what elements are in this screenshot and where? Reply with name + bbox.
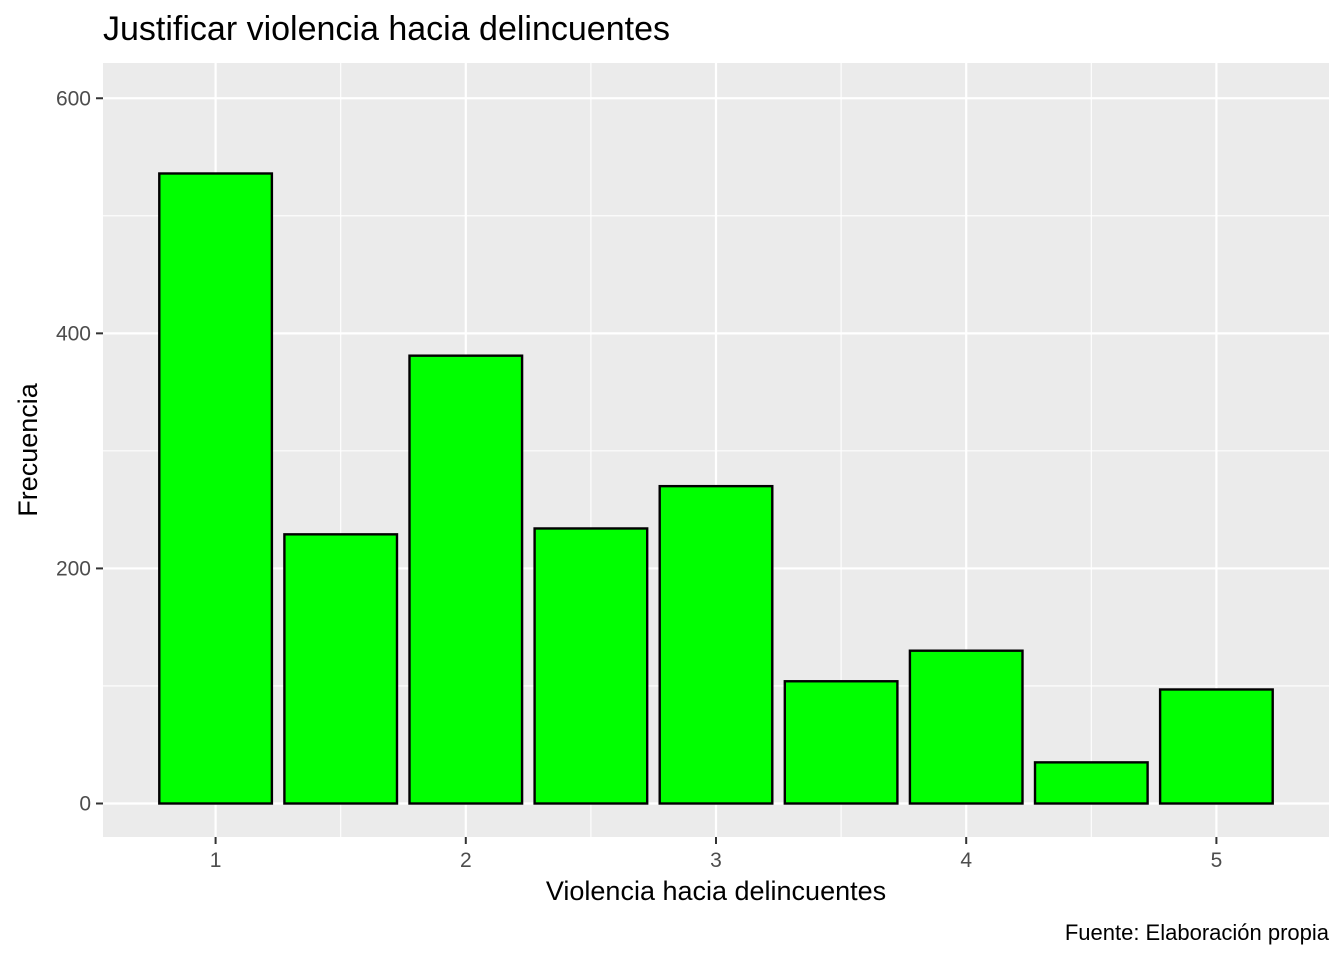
bar-5 <box>1158 688 1274 805</box>
bar-1-5 <box>283 533 399 805</box>
bar-2 <box>408 354 524 805</box>
bar-3-5 <box>783 680 899 805</box>
y-tick-label: 0 <box>79 793 91 816</box>
x-tick-label: 4 <box>960 849 972 872</box>
bar-2-5 <box>533 527 649 805</box>
bar-1 <box>158 172 274 805</box>
x-axis-title: Violencia hacia delincuentes <box>546 876 886 906</box>
x-tick-label: 3 <box>710 849 722 872</box>
x-tick-label: 5 <box>1211 849 1223 872</box>
caption: Fuente: Elaboración propia <box>1065 920 1330 945</box>
y-tick-label: 400 <box>56 322 91 345</box>
x-tick-label: 2 <box>460 849 472 872</box>
y-axis: 0 200 400 600 <box>56 87 103 816</box>
y-tick-label: 200 <box>56 557 91 580</box>
y-axis-title: Frecuencia <box>13 382 43 517</box>
x-axis: 1 2 3 4 5 <box>210 837 1223 872</box>
chart-title: Justificar violencia hacia delincuentes <box>103 10 670 48</box>
bar-3 <box>658 484 774 805</box>
bar-4-5 <box>1033 761 1149 805</box>
x-tick-label: 1 <box>210 849 222 872</box>
bar-4 <box>908 649 1024 805</box>
bars <box>158 172 1274 805</box>
y-tick-label: 600 <box>56 87 91 110</box>
